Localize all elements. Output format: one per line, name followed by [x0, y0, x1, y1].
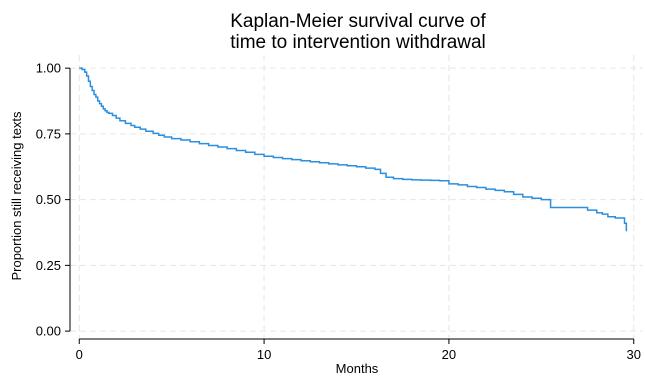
series-layer — [79, 67, 628, 232]
y-tick-label-3: 0.75 — [36, 126, 61, 141]
x-tick-label-1: 10 — [257, 347, 271, 362]
x-tick-label-3: 30 — [627, 347, 641, 362]
x-axis-label: Months — [336, 361, 379, 376]
y-tick-label-0: 0.00 — [36, 324, 61, 339]
y-tick-label-1: 0.25 — [36, 258, 61, 273]
y-tick-label-2: 0.50 — [36, 192, 61, 207]
chart-title-line-1: Kaplan-Meier survival curve of — [230, 11, 486, 32]
gridlines — [70, 55, 643, 339]
x-tick-label-0: 0 — [76, 347, 83, 362]
ticks: 0.00 0.25 0.50 0.75 1.00 0 10 20 30 — [36, 61, 641, 362]
survival-curve-line-0 — [79, 67, 628, 232]
x-tick-label-2: 20 — [442, 347, 456, 362]
y-tick-label-4: 1.00 — [36, 61, 61, 76]
chart-title-line-2: time to intervention withdrawal — [230, 32, 486, 53]
y-axis-label: Proportion still receiving texts — [9, 111, 24, 281]
